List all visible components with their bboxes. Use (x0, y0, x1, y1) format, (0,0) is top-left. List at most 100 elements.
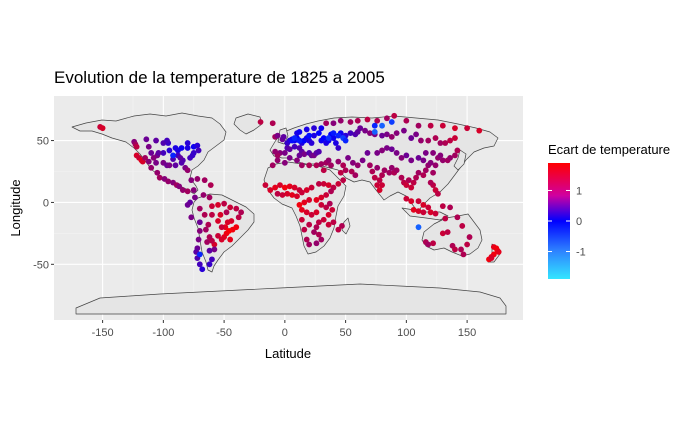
data-point (172, 162, 179, 169)
data-point (359, 157, 366, 164)
data-point (425, 204, 432, 211)
data-point (320, 135, 327, 141)
data-point (318, 236, 325, 243)
data-point (408, 198, 415, 205)
data-point (495, 249, 502, 255)
data-point (150, 154, 157, 161)
data-point (267, 187, 274, 193)
data-point (218, 236, 225, 243)
data-point (313, 240, 320, 247)
data-point (298, 216, 305, 223)
data-point (301, 199, 308, 206)
data-point (280, 133, 287, 140)
data-point (142, 154, 149, 161)
data-point (325, 135, 332, 141)
data-point (154, 169, 161, 176)
data-point (194, 142, 201, 149)
data-point (320, 167, 327, 174)
data-point (284, 190, 291, 197)
data-point (425, 241, 432, 248)
data-point (155, 150, 162, 156)
data-point (458, 246, 464, 253)
data-point (323, 120, 330, 127)
data-point (296, 152, 303, 159)
data-point (281, 184, 288, 191)
data-point (330, 219, 337, 226)
data-point (379, 147, 385, 154)
data-point (166, 147, 173, 154)
data-point (403, 152, 410, 159)
data-point (303, 209, 310, 216)
data-point (354, 117, 361, 124)
data-point (318, 194, 325, 201)
data-point (364, 116, 371, 123)
data-point (452, 246, 458, 253)
data-point (442, 140, 449, 146)
data-point (459, 223, 466, 229)
data-point (206, 194, 213, 201)
data-point (218, 224, 225, 231)
data-point (384, 145, 390, 151)
data-point (315, 231, 322, 238)
data-point (184, 167, 191, 174)
data-point (224, 219, 231, 226)
data-point (296, 137, 303, 144)
data-point (308, 211, 315, 218)
data-point (391, 112, 398, 119)
data-point (325, 221, 332, 228)
data-point (164, 137, 170, 144)
data-point (335, 158, 342, 165)
data-point (325, 157, 332, 164)
data-point (328, 162, 334, 169)
data-point (199, 266, 206, 273)
data-point (179, 187, 186, 193)
data-point (209, 203, 215, 210)
data-point (362, 127, 368, 134)
data-point (427, 209, 434, 216)
data-point (332, 140, 339, 146)
data-point (439, 157, 446, 164)
data-point (376, 187, 383, 193)
data-point (386, 169, 393, 176)
data-point (422, 167, 429, 174)
data-point (233, 205, 240, 212)
data-point (418, 137, 424, 144)
data-point (330, 120, 337, 127)
legend-tick-label: 0 (576, 216, 582, 228)
data-point (420, 209, 427, 216)
data-point (340, 177, 347, 184)
data-point (286, 183, 293, 190)
data-point (408, 135, 415, 141)
data-point (318, 161, 325, 167)
data-point (337, 169, 344, 176)
data-point (464, 241, 471, 248)
data-point (452, 125, 458, 132)
data-point (420, 202, 427, 208)
data-point (306, 241, 313, 248)
data-point (274, 132, 281, 139)
data-point (303, 187, 310, 193)
data-point (413, 131, 419, 138)
data-point (143, 136, 150, 143)
data-point (447, 137, 453, 144)
data-point (410, 179, 417, 186)
x-tick-label: 50 (339, 327, 351, 339)
greenland-shape (233, 113, 263, 135)
data-point (301, 151, 308, 158)
data-point (379, 122, 385, 129)
data-point (374, 164, 381, 171)
data-point (160, 150, 167, 156)
data-point (217, 211, 224, 218)
data-point (238, 209, 245, 216)
data-point (464, 125, 471, 132)
data-point (170, 152, 176, 159)
data-point (315, 180, 322, 187)
data-point (367, 162, 373, 169)
data-point (325, 211, 332, 218)
data-point (379, 172, 385, 179)
data-point (190, 187, 197, 193)
data-point (432, 210, 439, 217)
data-point (195, 147, 202, 154)
legend-colorbar (548, 163, 570, 279)
data-point (374, 182, 381, 189)
